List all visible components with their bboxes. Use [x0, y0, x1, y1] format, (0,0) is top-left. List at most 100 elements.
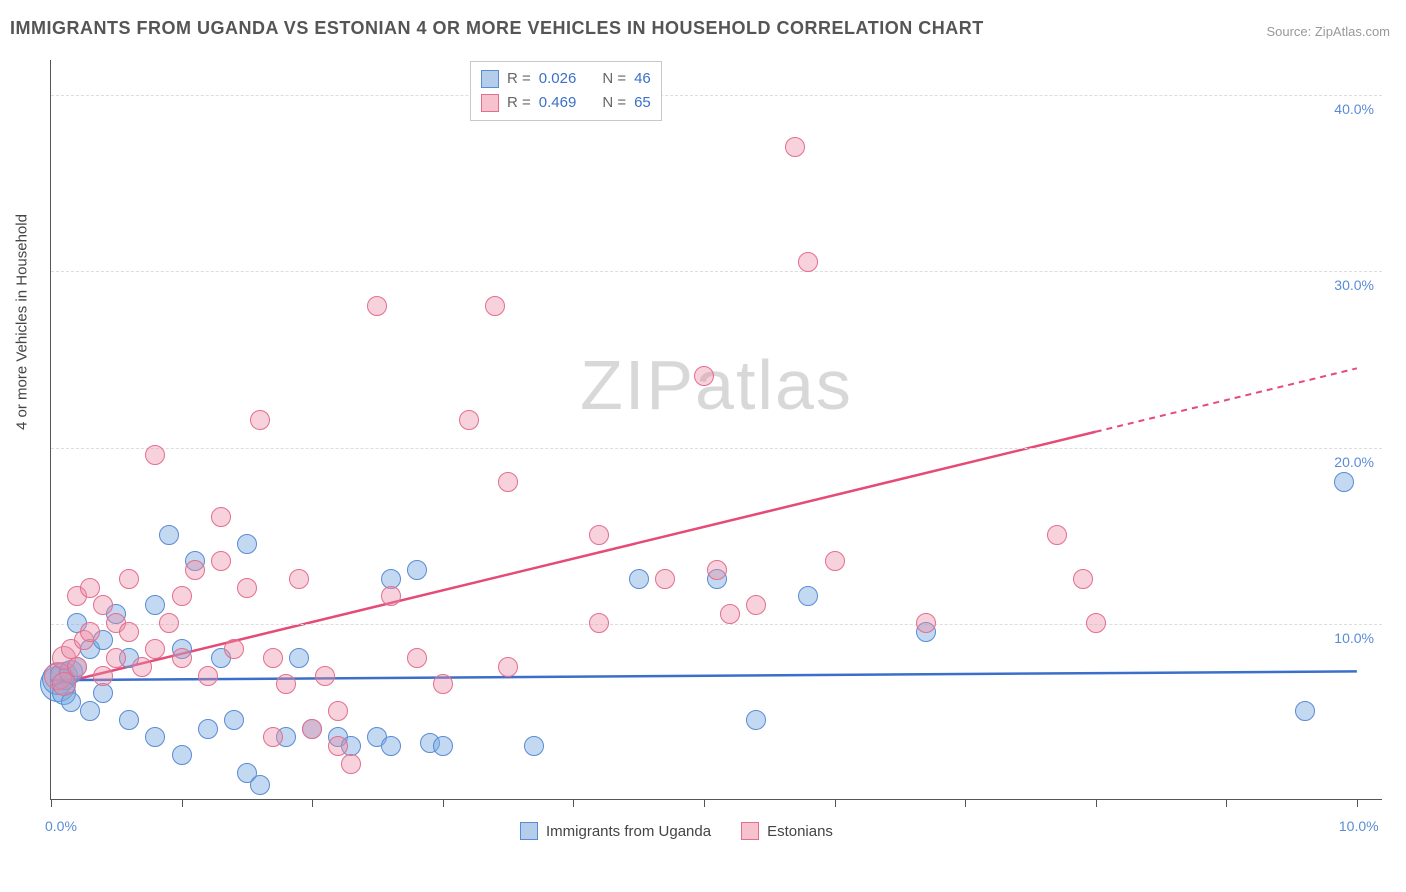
y-tick-label: 10.0% [1334, 630, 1374, 646]
legend-label: Immigrants from Uganda [546, 823, 711, 840]
x-tick [312, 799, 313, 807]
data-point [185, 560, 205, 580]
r-label: R = [507, 91, 531, 115]
n-value: 65 [634, 91, 651, 115]
data-point [407, 648, 427, 668]
data-point [159, 613, 179, 633]
data-point [172, 586, 192, 606]
x-tick [704, 799, 705, 807]
source-label: Source: ZipAtlas.com [1266, 24, 1390, 39]
data-point [93, 666, 113, 686]
legend-label: Estonians [767, 823, 833, 840]
r-value: 0.469 [539, 91, 577, 115]
data-point [289, 569, 309, 589]
data-point [589, 613, 609, 633]
plot-area: ZIPatlas 10.0%20.0%30.0%40.0%0.0%10.0% [50, 60, 1382, 800]
y-tick-label: 40.0% [1334, 101, 1374, 117]
data-point [367, 296, 387, 316]
data-point [198, 666, 218, 686]
data-point [211, 551, 231, 571]
data-point [237, 534, 257, 554]
data-point [93, 595, 113, 615]
data-point [433, 674, 453, 694]
data-point [498, 657, 518, 677]
data-point [589, 525, 609, 545]
x-tick [182, 799, 183, 807]
stats-row: R = 0.469 N = 65 [481, 91, 651, 115]
gridline [51, 95, 1382, 96]
data-point [198, 719, 218, 739]
x-tick-label: 0.0% [45, 818, 77, 834]
gridline [51, 624, 1382, 625]
data-point [132, 657, 152, 677]
data-point [1086, 613, 1106, 633]
data-point [145, 595, 165, 615]
watermark: ZIPatlas [580, 345, 853, 425]
data-point [67, 657, 87, 677]
data-point [145, 727, 165, 747]
data-point [498, 472, 518, 492]
data-point [916, 613, 936, 633]
data-point [80, 578, 100, 598]
data-point [119, 622, 139, 642]
trend-lines [51, 60, 1383, 800]
data-point [119, 569, 139, 589]
data-point [172, 745, 192, 765]
r-value: 0.026 [539, 67, 577, 91]
data-point [289, 648, 309, 668]
data-point [746, 710, 766, 730]
data-point [106, 648, 126, 668]
data-point [629, 569, 649, 589]
data-point [224, 710, 244, 730]
x-tick [1096, 799, 1097, 807]
series-swatch [481, 94, 499, 112]
data-point [211, 507, 231, 527]
x-tick [835, 799, 836, 807]
data-point [1073, 569, 1093, 589]
data-point [407, 560, 427, 580]
data-point [276, 674, 296, 694]
data-point [433, 736, 453, 756]
data-point [80, 622, 100, 642]
gridline [51, 271, 1382, 272]
data-point [785, 137, 805, 157]
series-legend: Immigrants from Uganda Estonians [520, 822, 833, 840]
data-point [381, 586, 401, 606]
data-point [798, 586, 818, 606]
data-point [93, 683, 113, 703]
data-point [172, 648, 192, 668]
x-tick [51, 799, 52, 807]
data-point [250, 410, 270, 430]
data-point [1047, 525, 1067, 545]
stats-row: R = 0.026 N = 46 [481, 67, 651, 91]
r-label: R = [507, 67, 531, 91]
data-point [250, 775, 270, 795]
gridline [51, 448, 1382, 449]
series-swatch [481, 70, 499, 88]
data-point [237, 578, 257, 598]
y-tick-label: 20.0% [1334, 454, 1374, 470]
n-value: 46 [634, 67, 651, 91]
data-point [159, 525, 179, 545]
x-tick [965, 799, 966, 807]
y-tick-label: 30.0% [1334, 277, 1374, 293]
data-point [1295, 701, 1315, 721]
legend-swatch [741, 822, 759, 840]
data-point [459, 410, 479, 430]
data-point [224, 639, 244, 659]
data-point [655, 569, 675, 589]
y-axis-title: 4 or more Vehicles in Household [14, 214, 31, 430]
data-point [798, 252, 818, 272]
n-label: N = [602, 67, 626, 91]
legend-swatch [520, 822, 538, 840]
x-tick [443, 799, 444, 807]
legend-item: Immigrants from Uganda [520, 822, 711, 840]
data-point [825, 551, 845, 571]
correlation-stats-box: R = 0.026 N = 46 R = 0.469 N = 65 [470, 61, 662, 121]
data-point [328, 701, 348, 721]
data-point [381, 736, 401, 756]
data-point [720, 604, 740, 624]
x-tick [1357, 799, 1358, 807]
data-point [694, 366, 714, 386]
n-label: N = [602, 91, 626, 115]
